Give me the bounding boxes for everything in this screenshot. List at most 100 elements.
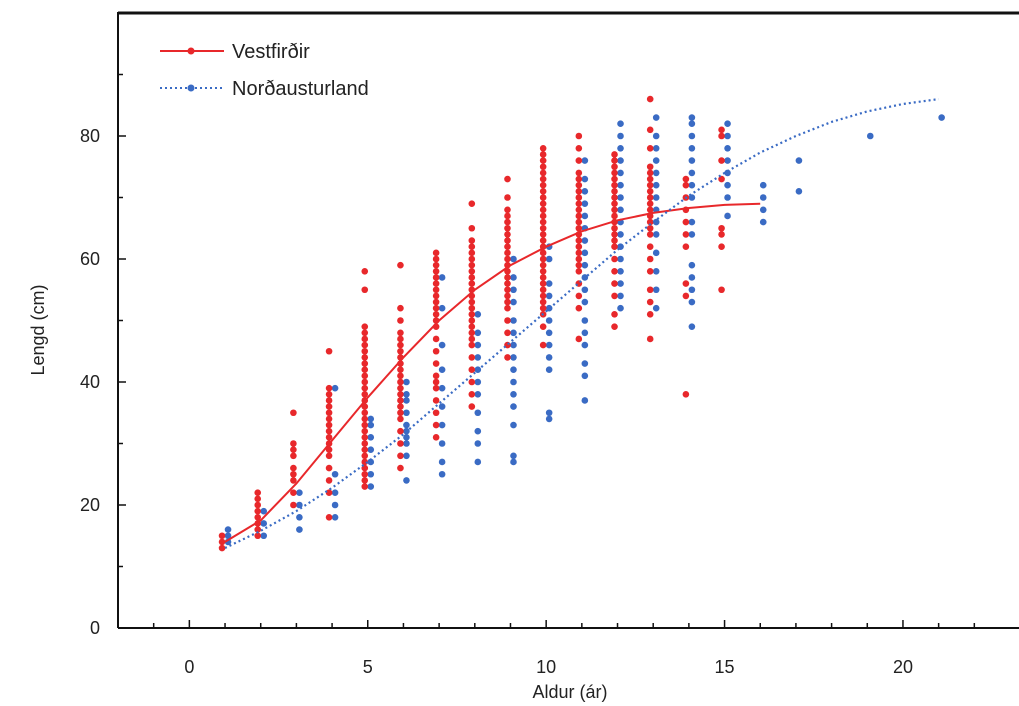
data-point-vestfirdir — [539, 261, 547, 269]
y-axis-title: Lengd (cm) — [28, 284, 48, 375]
data-point-vestfirdir — [611, 200, 618, 207]
data-point-vestfirdir — [539, 175, 547, 183]
data-point-nordausturland — [510, 298, 517, 306]
data-point-vestfirdir — [646, 200, 654, 207]
data-point-nordausturland — [474, 391, 482, 398]
data-point-nordausturland — [581, 157, 589, 164]
y-tick-label: 0 — [90, 618, 100, 638]
data-point-nordausturland — [510, 329, 517, 337]
data-point-nordausturland — [474, 409, 482, 417]
data-point-vestfirdir — [254, 501, 262, 509]
data-point-nordausturland — [545, 304, 553, 312]
data-point-vestfirdir — [290, 489, 297, 497]
data-point-vestfirdir — [290, 477, 297, 484]
data-point-vestfirdir — [575, 243, 583, 250]
data-point-nordausturland — [545, 317, 553, 324]
data-point-nordausturland — [510, 378, 517, 386]
data-point-vestfirdir — [361, 415, 369, 423]
data-point-vestfirdir — [361, 477, 369, 484]
data-point-vestfirdir — [361, 323, 369, 330]
data-point-nordausturland — [367, 483, 375, 490]
data-point-nordausturland — [510, 255, 517, 263]
data-point-nordausturland — [617, 255, 624, 263]
data-point-vestfirdir — [325, 489, 333, 497]
data-point-nordausturland — [403, 421, 410, 429]
data-point-vestfirdir — [432, 434, 440, 441]
data-point-nordausturland — [688, 120, 696, 127]
data-point-vestfirdir — [575, 206, 583, 214]
data-point-nordausturland — [545, 341, 553, 349]
data-point-nordausturland — [545, 292, 553, 300]
data-point-vestfirdir — [397, 440, 404, 447]
data-point-nordausturland — [403, 452, 410, 460]
data-point-vestfirdir — [611, 157, 618, 164]
data-point-nordausturland — [724, 145, 731, 152]
data-point-vestfirdir — [290, 470, 297, 478]
data-point-vestfirdir — [361, 440, 369, 447]
data-point-vestfirdir — [468, 200, 476, 207]
data-point-nordausturland — [688, 145, 696, 152]
data-point-nordausturland — [331, 470, 339, 478]
fit-curve-vestfirdir — [224, 202, 761, 543]
data-point-nordausturland — [474, 329, 482, 337]
data-point-vestfirdir — [646, 145, 654, 152]
data-point-nordausturland — [652, 169, 660, 177]
data-point-nordausturland — [652, 286, 660, 294]
data-point-vestfirdir — [611, 224, 618, 232]
data-point-vestfirdir — [361, 434, 369, 441]
data-point-vestfirdir — [397, 391, 404, 398]
data-point-vestfirdir — [539, 206, 547, 214]
data-point-nordausturland — [581, 212, 589, 220]
data-point-nordausturland — [474, 378, 482, 386]
data-point-vestfirdir — [397, 335, 404, 343]
data-point-vestfirdir — [361, 452, 369, 460]
data-point-vestfirdir — [397, 452, 404, 460]
data-point-vestfirdir — [397, 427, 404, 435]
data-point-vestfirdir — [432, 311, 440, 318]
data-point-nordausturland — [224, 532, 232, 540]
data-point-vestfirdir — [539, 212, 547, 220]
x-tick-label: 5 — [363, 657, 373, 677]
data-point-nordausturland — [403, 378, 410, 386]
data-point-vestfirdir — [539, 255, 547, 263]
data-point-vestfirdir — [468, 366, 476, 374]
data-point-nordausturland — [545, 354, 553, 361]
data-point-nordausturland — [510, 274, 517, 281]
data-point-vestfirdir — [646, 206, 654, 214]
data-point-vestfirdir — [361, 446, 369, 453]
data-point-nordausturland — [581, 175, 589, 183]
x-tick-label: 15 — [715, 657, 735, 677]
data-point-vestfirdir — [468, 403, 476, 410]
data-point-nordausturland — [438, 384, 446, 392]
data-point-vestfirdir — [361, 360, 369, 367]
data-point-vestfirdir — [504, 224, 511, 232]
data-point-nordausturland — [403, 409, 410, 417]
data-point-vestfirdir — [290, 409, 297, 417]
data-point-vestfirdir — [646, 218, 654, 226]
data-point-vestfirdir — [432, 255, 440, 263]
x-axis-ticks: 0 5 10 15 20 — [152, 620, 976, 677]
data-point-nordausturland — [617, 120, 624, 127]
data-point-vestfirdir — [504, 175, 511, 183]
data-point-vestfirdir — [539, 151, 547, 158]
data-point-vestfirdir — [397, 261, 404, 269]
data-point-vestfirdir — [504, 298, 511, 306]
data-point-vestfirdir — [432, 298, 440, 306]
data-point-vestfirdir — [575, 268, 583, 275]
data-point-vestfirdir — [539, 188, 547, 195]
data-point-vestfirdir — [575, 200, 583, 207]
data-point-vestfirdir — [575, 212, 583, 220]
data-point-vestfirdir — [646, 243, 654, 250]
data-point-vestfirdir — [611, 175, 618, 183]
data-point-vestfirdir — [611, 188, 618, 195]
data-point-nordausturland — [510, 354, 517, 361]
x-axis-title: Aldur (ár) — [532, 682, 607, 702]
data-point-vestfirdir — [611, 151, 618, 158]
x-tick-label: 0 — [184, 657, 194, 677]
data-point-vestfirdir — [254, 526, 262, 533]
data-point-nordausturland — [331, 514, 339, 521]
data-point-vestfirdir — [504, 249, 511, 257]
data-point-nordausturland — [759, 181, 767, 189]
data-point-vestfirdir — [646, 169, 654, 177]
data-point-vestfirdir — [218, 532, 226, 540]
